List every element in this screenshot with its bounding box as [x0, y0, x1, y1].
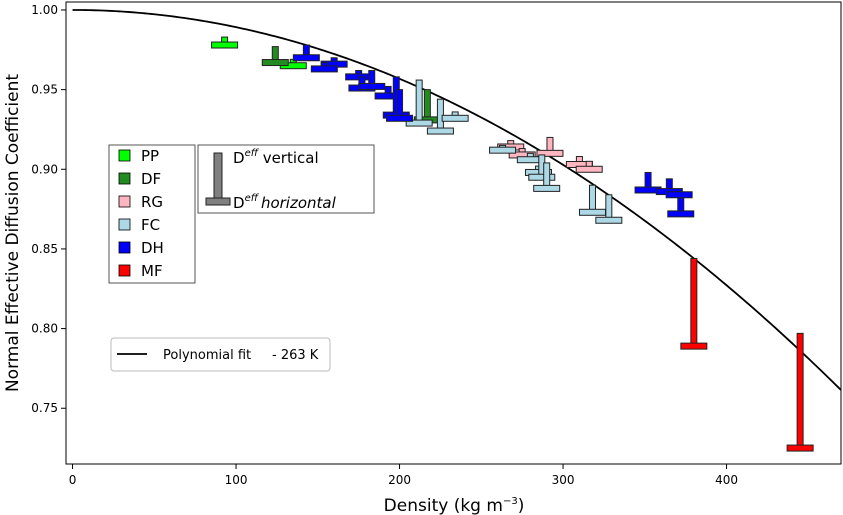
- y-tick-label: 0.75: [31, 401, 58, 415]
- y-axis-ticks: 0.75 0.80 0.85 0.90 0.95 1.00: [31, 3, 66, 415]
- horizontal-diffusion-bar: [575, 165, 603, 173]
- marker-key-legend: Deff vertical Deff horizontal: [197, 144, 375, 214]
- vertical-diffusion-bar: [588, 184, 596, 213]
- data-point-fc: [441, 111, 469, 122]
- horizontal-diffusion-bar: [292, 54, 320, 62]
- x-axis-label: Density (kg m−3): [384, 496, 525, 515]
- horizontal-diffusion-bar: [358, 82, 386, 90]
- legend-swatch-mf: [118, 264, 131, 277]
- data-point-mf: [786, 332, 814, 452]
- legend-swatch-rg: [118, 195, 131, 208]
- fit-legend: Polynomial fit - 263 K: [110, 337, 331, 372]
- class-legend: PP DF RG FC DH MF: [108, 144, 196, 284]
- horizontal-diffusion-bar: [405, 119, 433, 127]
- legend-swatch-pp: [118, 149, 131, 162]
- data-point-fc: [595, 194, 623, 224]
- y-tick-label: 0.90: [31, 162, 58, 176]
- horizontal-diffusion-bar: [786, 444, 814, 452]
- y-tick-label: 0.95: [31, 83, 58, 97]
- data-point-pp: [211, 36, 239, 49]
- vertical-diffusion-bar: [543, 162, 551, 189]
- data-point-fc: [533, 162, 561, 192]
- horizontal-diffusion-bar: [489, 146, 517, 154]
- marker-key-glyph: [205, 152, 231, 206]
- data-point-dh: [292, 44, 320, 62]
- legend-swatch-fc: [118, 218, 131, 231]
- y-tick-label: 0.80: [31, 322, 58, 336]
- horizontal-diffusion-bar: [426, 127, 454, 135]
- y-tick-label: 1.00: [31, 3, 58, 17]
- horizontal-diffusion-bar: [528, 173, 556, 181]
- legend-label-mf: MF: [141, 262, 163, 280]
- data-point-dh: [310, 62, 338, 73]
- x-tick-label: 100: [225, 473, 248, 487]
- legend-label-df: DF: [141, 170, 161, 188]
- fit-legend-note: - 263 K: [272, 348, 319, 363]
- legend-swatch-df: [118, 172, 131, 185]
- horizontal-diffusion-bar: [595, 216, 623, 224]
- marker-key-horizontal-label: Deff horizontal: [233, 193, 337, 212]
- marker-key-horizontal-bar: [205, 197, 231, 206]
- horizontal-diffusion-bar: [667, 210, 695, 218]
- x-axis-ticks: 0 100 200 300 400: [69, 464, 738, 487]
- fit-curve-layer: [72, 9, 841, 391]
- data-point-fc: [489, 144, 517, 154]
- horizontal-diffusion-bar: [386, 114, 414, 122]
- x-tick-label: 400: [715, 473, 738, 487]
- legend-label-fc: FC: [141, 216, 160, 234]
- horizontal-diffusion-bar: [536, 149, 564, 157]
- class-legend-box: [108, 144, 196, 284]
- data-point-dh: [667, 197, 695, 218]
- horizontal-diffusion-bar: [533, 184, 561, 192]
- horizontal-diffusion-bar: [441, 114, 469, 122]
- legend-label-rg: RG: [141, 193, 163, 211]
- vertical-diffusion-bar: [396, 89, 404, 119]
- vertical-diffusion-bar: [796, 332, 804, 449]
- horizontal-diffusion-bar: [211, 41, 239, 49]
- data-point-rg: [575, 160, 603, 173]
- legend-label-pp: PP: [141, 147, 159, 165]
- data-point-fc: [405, 79, 433, 127]
- data-point-dh: [386, 89, 414, 122]
- horizontal-diffusion-bar: [680, 342, 708, 350]
- data-point-df: [261, 46, 289, 67]
- vertical-diffusion-bar: [605, 194, 613, 221]
- x-tick-label: 300: [552, 473, 575, 487]
- fit-legend-label: Polynomial fit: [163, 348, 251, 363]
- horizontal-diffusion-bar: [261, 59, 289, 67]
- polynomial-fit-curve: [72, 9, 841, 391]
- vertical-diffusion-bar: [423, 89, 431, 121]
- vertical-diffusion-bar: [690, 257, 698, 347]
- vertical-diffusion-bar: [415, 79, 423, 124]
- horizontal-diffusion-bar: [310, 65, 338, 73]
- legend-swatch-dh: [118, 241, 131, 254]
- y-tick-label: 0.85: [31, 242, 58, 256]
- data-point-mf: [680, 257, 708, 350]
- data-marks-layer: [211, 36, 814, 452]
- marker-key-vertical-label: Deff vertical: [233, 148, 319, 167]
- horizontal-diffusion-bar: [665, 191, 693, 199]
- legend-label-dh: DH: [141, 239, 164, 257]
- y-axis-label: Normal Effective Diffusion Coefficient: [3, 74, 23, 392]
- data-point-dh: [665, 191, 693, 199]
- x-tick-label: 200: [388, 473, 411, 487]
- data-point-rg: [536, 136, 564, 157]
- x-tick-label: 0: [69, 473, 77, 487]
- horizontal-diffusion-bar: [578, 208, 606, 216]
- fit-legend-box: [110, 337, 331, 372]
- marker-key-vertical-bar: [213, 152, 223, 204]
